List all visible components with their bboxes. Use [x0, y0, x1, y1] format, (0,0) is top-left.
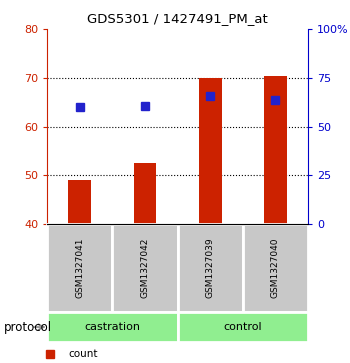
Bar [47, 312, 177, 342]
Text: castration: castration [84, 322, 140, 332]
Bar [199, 78, 222, 224]
Title: GDS5301 / 1427491_PM_at: GDS5301 / 1427491_PM_at [87, 12, 268, 25]
Text: count: count [68, 349, 98, 359]
Text: control: control [224, 322, 262, 332]
Text: protocol: protocol [4, 321, 52, 334]
Bar [264, 76, 287, 224]
Bar [112, 224, 177, 312]
Text: GSM1327042: GSM1327042 [141, 238, 149, 298]
Bar [69, 180, 91, 224]
Bar [177, 224, 243, 312]
Bar [177, 312, 308, 342]
Text: GSM1327040: GSM1327040 [271, 238, 280, 298]
Bar [47, 224, 112, 312]
Text: GSM1327041: GSM1327041 [75, 238, 84, 298]
Bar [243, 224, 308, 312]
Bar [134, 163, 156, 224]
Text: GSM1327039: GSM1327039 [206, 238, 215, 298]
